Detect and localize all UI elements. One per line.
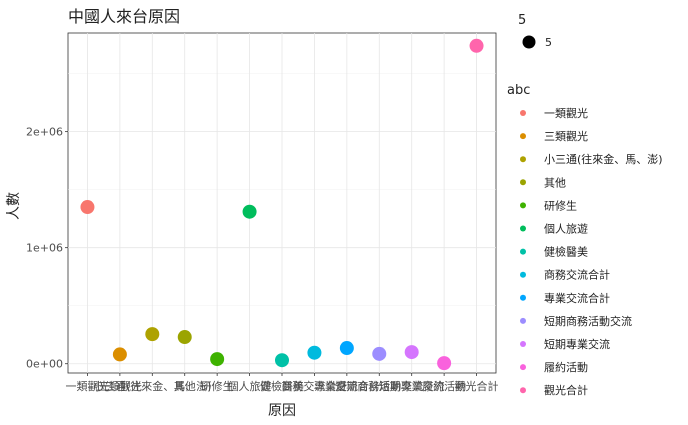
chart-title: 中國人來台原因	[68, 7, 180, 26]
data-point	[307, 345, 322, 360]
legend-label: 小三通(往來金、馬、澎)	[544, 152, 663, 166]
x-tick-label: 其他	[174, 380, 196, 393]
x-tick-label: 短期商務活動交流	[335, 379, 423, 393]
legend-key	[520, 341, 526, 347]
legend-key	[520, 387, 526, 394]
y-axis: 0e+00 1e+06 2e+06	[26, 126, 68, 371]
legend-label: 健檢醫美	[544, 245, 588, 259]
legend-label: 專業交流合計	[544, 291, 610, 305]
y-tick-label: 0e+00	[26, 358, 63, 371]
color-legend-title: abc	[507, 83, 530, 98]
x-axis-title: 原因	[268, 403, 296, 419]
legend-key	[520, 271, 526, 278]
legend-label: 觀光合計	[544, 383, 588, 397]
data-point	[145, 327, 160, 342]
legend-key	[520, 225, 526, 232]
data-point	[404, 345, 419, 360]
legend-key	[520, 156, 526, 163]
legend-key	[520, 133, 526, 140]
data-points	[80, 38, 484, 371]
size-legend: 5 5	[518, 13, 552, 49]
x-tick-label: 履約活動	[422, 379, 466, 393]
legend-label: 研修生	[544, 198, 577, 212]
legend-label: 個人旅遊	[544, 222, 588, 236]
legend-key	[520, 248, 526, 255]
data-point	[339, 341, 354, 356]
data-point	[80, 200, 95, 215]
legend-label: 一類觀光	[544, 106, 588, 120]
legend-key	[520, 364, 526, 371]
data-point	[275, 353, 289, 368]
x-tick-label: 短期專業交流	[379, 379, 445, 393]
legend-label: 商務交流合計	[544, 268, 610, 282]
data-point	[469, 38, 484, 53]
x-tick-label: 一類觀光	[65, 379, 109, 393]
legend-label: 履約活動	[544, 360, 588, 374]
x-tick-label: 三類觀光	[98, 379, 142, 393]
data-point	[372, 346, 387, 361]
legend-key	[520, 179, 526, 186]
y-axis-title: 人數	[6, 192, 22, 220]
legend-label: 三類觀光	[544, 129, 588, 143]
legend-key	[520, 317, 526, 324]
y-tick-label: 2e+06	[26, 126, 63, 139]
x-tick-label: 健檢醫美	[260, 379, 304, 393]
y-tick-label: 1e+06	[26, 242, 63, 255]
data-point	[210, 352, 225, 367]
size-legend-key	[522, 35, 536, 49]
x-tick-label: 觀光合計	[455, 379, 499, 393]
legend-key	[520, 202, 526, 209]
x-tick-label: 研修生	[201, 379, 234, 393]
legend-label: 短期專業交流	[544, 337, 610, 351]
data-point	[177, 330, 192, 345]
data-point	[242, 204, 257, 219]
grid	[68, 33, 496, 373]
legend-label: 其他	[544, 176, 566, 189]
x-tick-label: 專業交流合計	[314, 379, 380, 393]
size-legend-title: 5	[518, 13, 526, 28]
data-point	[112, 347, 127, 362]
x-tick-label: 小三通(往來金、馬、澎)	[93, 379, 212, 393]
legend-key	[520, 294, 526, 301]
legend-label: 短期商務活動交流	[544, 314, 632, 328]
x-tick-label: 商務交流合計	[281, 379, 347, 393]
data-point	[437, 356, 452, 371]
x-tick-label: 個人旅遊	[228, 379, 272, 393]
size-legend-label: 5	[545, 36, 552, 49]
legend-key	[520, 110, 526, 116]
